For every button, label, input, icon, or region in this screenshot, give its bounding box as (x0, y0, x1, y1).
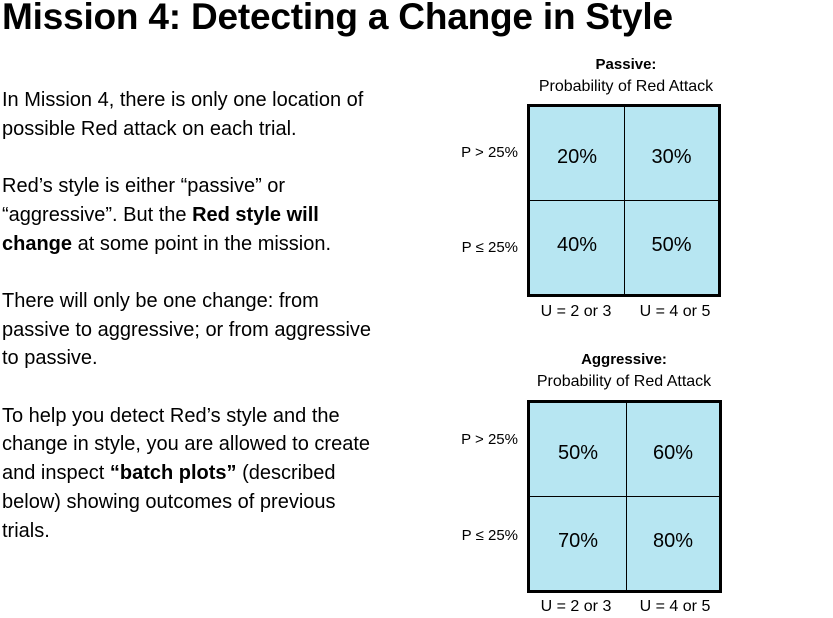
passive-title: Passive: (595, 56, 657, 73)
passive-cell: 30% (651, 145, 692, 168)
passive-col-label: U = 2 or 3 (540, 303, 612, 320)
passive-col-label: U = 4 or 5 (639, 303, 711, 320)
passive-row-label: P ≤ 25% (461, 239, 518, 256)
aggressive-grid: 50% 60% 70% 80% (527, 400, 722, 593)
aggressive-grid-hline (530, 496, 719, 497)
paragraph-mission-location: In Mission 4, there is only one location… (2, 89, 364, 140)
page-title: Mission 4: Detecting a Change in Style (2, 0, 673, 37)
aggressive-title: Aggressive: (581, 351, 667, 368)
passive-cell: 20% (556, 145, 598, 168)
p2-text-c: at some point in the mission. (72, 232, 332, 255)
passive-grid-hline (530, 200, 718, 201)
paragraph-batch-plots: To help you detect Red’s style and the c… (2, 402, 382, 546)
p4-text-c: (described below) showing outcomes of pr… (2, 462, 336, 542)
aggressive-row-label: P > 25% (461, 431, 518, 448)
passive-cell: 50% (651, 233, 692, 256)
p2-text-bold: Red style will change (2, 203, 319, 255)
aggressive-row-label: P ≤ 25% (461, 527, 518, 544)
aggressive-subtitle: Probability of Red Attack (536, 373, 712, 390)
passive-grid: 20% 30% 40% 50% (527, 104, 721, 297)
passive-cell: 40% (556, 233, 598, 256)
aggressive-cell: 50% (557, 441, 599, 464)
p4-text-a: To help you detect Red’s style and the c… (2, 404, 370, 485)
aggressive-col-label: U = 2 or 3 (540, 598, 612, 615)
instructions-text: In Mission 4, there is only one location… (2, 86, 382, 574)
passive-subtitle: Probability of Red Attack (538, 78, 714, 95)
paragraph-red-style: Red’s style is either “passive” or “aggr… (2, 172, 382, 258)
aggressive-cell: 60% (652, 441, 694, 464)
aggressive-col-label: U = 4 or 5 (639, 598, 711, 615)
p4-text-bold: “batch plots” (109, 462, 237, 485)
passive-row-label: P > 25% (461, 144, 518, 161)
aggressive-cell: 70% (557, 529, 599, 552)
paragraph-one-change: There will only be one change: from pass… (2, 289, 372, 370)
aggressive-cell: 80% (652, 529, 694, 552)
p2-text-a: Red’s style is either “passive” or “aggr… (2, 175, 286, 226)
